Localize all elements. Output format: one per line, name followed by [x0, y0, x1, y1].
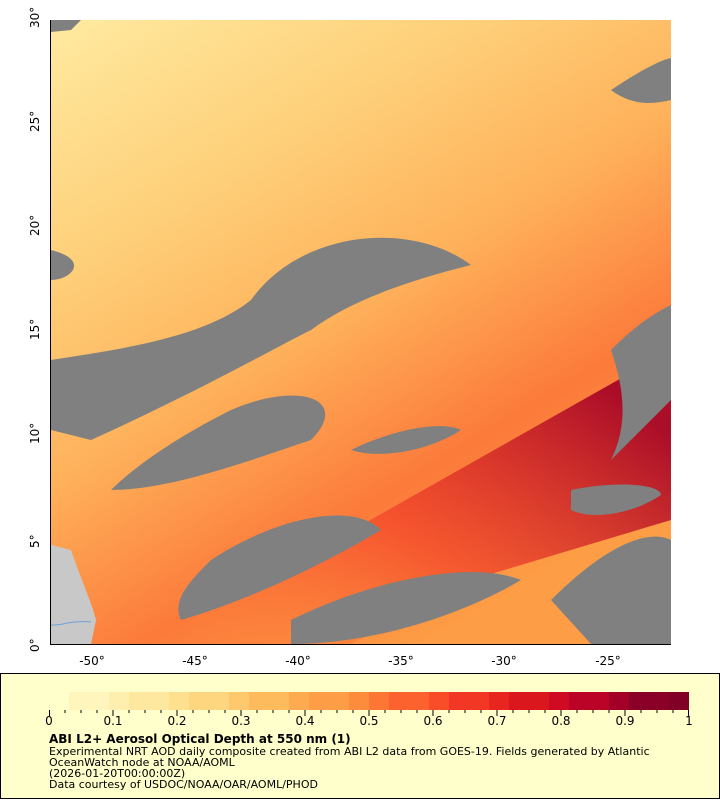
land-south-america — [51, 545, 96, 644]
colorbar-label: 1 — [685, 714, 693, 728]
colorbar-swatch — [329, 692, 349, 710]
aod-map-image — [50, 20, 671, 644]
lat-tick: 10° — [28, 422, 42, 444]
colorbar-swatch — [509, 692, 529, 710]
colorbar-label: 0.1 — [103, 714, 123, 728]
lat-tick: 0° — [28, 638, 42, 652]
colorbar-label: 0 — [45, 714, 53, 728]
colorbar-swatch — [89, 692, 109, 710]
lat-tick: 15° — [28, 318, 42, 340]
lat-tick: 30° — [28, 6, 42, 28]
colorbar-swatch — [229, 692, 249, 710]
lat-tick: 20° — [28, 214, 42, 236]
colorbar-label: 0.9 — [615, 714, 635, 728]
colorbar-label: 0.8 — [551, 714, 571, 728]
legend-description: Experimental NRT AOD daily composite cre… — [49, 745, 650, 758]
colorbar-label: 0.3 — [231, 714, 251, 728]
colorbar-label: 0.4 — [295, 714, 315, 728]
colorbar-swatch — [129, 692, 149, 710]
colorbar-swatch — [109, 692, 129, 710]
colorbar-swatch — [169, 692, 189, 710]
colorbar-swatch — [49, 692, 69, 710]
colorbar-swatch — [69, 692, 89, 710]
colorbar-swatch — [449, 692, 469, 710]
colorbar-swatch — [529, 692, 549, 710]
colorbar-swatch — [209, 692, 229, 710]
lon-tick: -45° — [182, 654, 208, 668]
colorbar-label: 0.6 — [423, 714, 443, 728]
colorbar-swatch — [409, 692, 429, 710]
colorbar-label: 0.5 — [359, 714, 379, 728]
colorbar-swatch — [269, 692, 289, 710]
colorbar-swatch — [189, 692, 209, 710]
colorbar-swatch — [649, 692, 669, 710]
colorbar-label: 0.2 — [167, 714, 187, 728]
colorbar-swatch — [289, 692, 309, 710]
colorbar-swatch — [549, 692, 569, 710]
colorbar-swatch — [389, 692, 409, 710]
colorbar-swatch — [369, 692, 389, 710]
legend-credit: Data courtesy of USDOC/NOAA/OAR/AOML/PHO… — [49, 778, 318, 791]
lon-tick: -50° — [79, 654, 105, 668]
lon-tick: -40° — [285, 654, 311, 668]
colorbar-ticks — [49, 710, 689, 716]
colorbar-swatch — [569, 692, 589, 710]
colorbar-swatch — [589, 692, 609, 710]
legend-time: (2026-01-20T00:00:00Z) — [49, 767, 186, 780]
colorbar-swatch — [669, 692, 689, 710]
legend-description-cont: OceanWatch node at NOAA/AOML — [49, 756, 235, 769]
colorbar-swatch — [429, 692, 449, 710]
colorbar — [49, 692, 689, 710]
colorbar-label: 0.7 — [487, 714, 507, 728]
colorbar-swatch — [249, 692, 269, 710]
lat-tick: 25° — [28, 110, 42, 132]
colorbar-swatch — [309, 692, 329, 710]
colorbar-swatch — [469, 692, 489, 710]
colorbar-swatch — [629, 692, 649, 710]
colorbar-swatch — [349, 692, 369, 710]
colorbar-swatch — [489, 692, 509, 710]
lon-tick: -25° — [595, 654, 621, 668]
no-data-clouds — [51, 20, 671, 644]
colorbar-swatch — [149, 692, 169, 710]
aod-map[interactable] — [50, 20, 671, 645]
river — [50, 621, 92, 626]
colorbar-swatch — [609, 692, 629, 710]
lat-tick: 5° — [28, 534, 42, 548]
legend-panel: 0 0.1 0.2 0.3 0.4 0.5 0.6 0.7 0.8 0.9 1 ABI L2+ Ae… — [0, 673, 720, 799]
legend-title: ABI L2+ Aerosol Optical Depth at 550 nm … — [49, 732, 351, 746]
lon-tick: -35° — [388, 654, 414, 668]
lon-tick: -30° — [491, 654, 517, 668]
